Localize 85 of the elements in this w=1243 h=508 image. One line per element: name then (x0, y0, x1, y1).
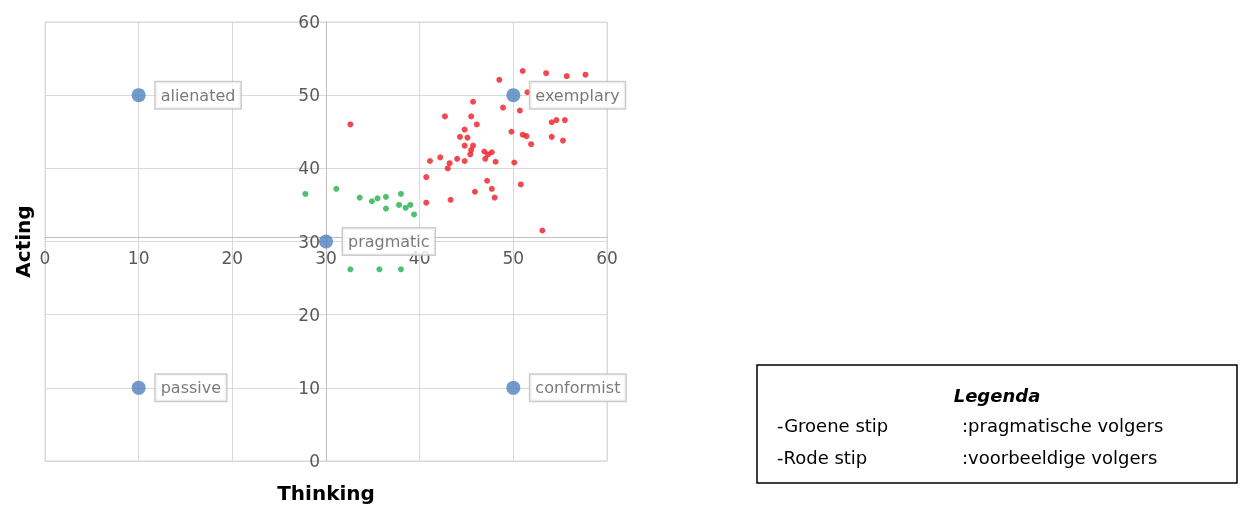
point (356, 194, 363, 201)
point (461, 158, 468, 165)
point (519, 68, 526, 75)
point (548, 119, 555, 126)
point (506, 380, 521, 395)
point (382, 205, 389, 212)
y-tick-label: 20 (298, 304, 320, 325)
point (467, 151, 474, 158)
point (470, 142, 477, 149)
point (454, 155, 461, 162)
point (444, 165, 451, 172)
point (488, 185, 495, 192)
y-tick-label: 60 (298, 12, 320, 32)
point (456, 133, 463, 140)
x-tick-label: 60 (596, 248, 618, 268)
y-tick-label: 40 (298, 158, 320, 179)
x-tick-label: 40 (408, 248, 431, 268)
point (131, 380, 146, 395)
point (319, 234, 333, 249)
point (482, 155, 489, 162)
point (484, 177, 491, 184)
point (517, 181, 524, 188)
point (508, 128, 515, 135)
point (548, 133, 555, 140)
point (333, 185, 340, 192)
point (397, 190, 404, 197)
point (441, 113, 448, 120)
point (376, 266, 383, 273)
x-tick-label: 10 (127, 248, 150, 268)
point (447, 196, 454, 203)
point (423, 174, 430, 181)
point (553, 117, 560, 124)
point (468, 113, 475, 120)
point (496, 76, 503, 83)
point (437, 154, 444, 161)
text: :voorbeeldige volgers (962, 446, 1158, 468)
text: Legenda (953, 384, 1041, 406)
point (407, 201, 414, 208)
point (473, 121, 480, 128)
y-tick-label: 50 (298, 85, 320, 106)
point (368, 198, 375, 205)
x-tick-label: 0 (39, 248, 51, 268)
point (500, 104, 507, 111)
point (423, 199, 430, 206)
x-tick-label: 20 (221, 248, 244, 268)
point (426, 158, 433, 165)
point (492, 158, 499, 165)
point (411, 211, 418, 218)
point (402, 204, 409, 211)
point (302, 190, 309, 197)
point (464, 134, 471, 141)
point (563, 73, 570, 80)
point (491, 194, 498, 201)
point (131, 88, 146, 103)
point (582, 71, 589, 78)
x-tick-label: 50 (502, 248, 525, 268)
point (516, 107, 523, 114)
data-label: conformist (535, 378, 621, 398)
text: :pragmatische volgers (962, 414, 1164, 436)
y-axis-title: Acting (11, 205, 35, 278)
point (561, 117, 568, 124)
point (506, 88, 521, 103)
point (347, 266, 354, 273)
point (382, 193, 389, 200)
text: -Rode stip (777, 446, 868, 468)
point (446, 160, 453, 167)
point (396, 201, 403, 208)
point (347, 121, 354, 128)
data-label: alienated (160, 85, 236, 105)
point (559, 137, 566, 144)
point (543, 70, 550, 77)
point (523, 133, 530, 140)
data-label: pragmatic (348, 232, 430, 251)
point (470, 98, 477, 105)
x-axis-title: Thinking (277, 481, 375, 505)
point (397, 266, 404, 273)
point (471, 188, 478, 195)
point (461, 126, 468, 133)
data-label: passive (160, 378, 222, 398)
y-tick-label: 0 (309, 451, 320, 471)
y-tick-label: 10 (298, 377, 320, 398)
point (461, 142, 468, 149)
point (528, 141, 535, 148)
data-label: exemplary (535, 85, 620, 105)
text: -Groene stip (777, 414, 889, 436)
